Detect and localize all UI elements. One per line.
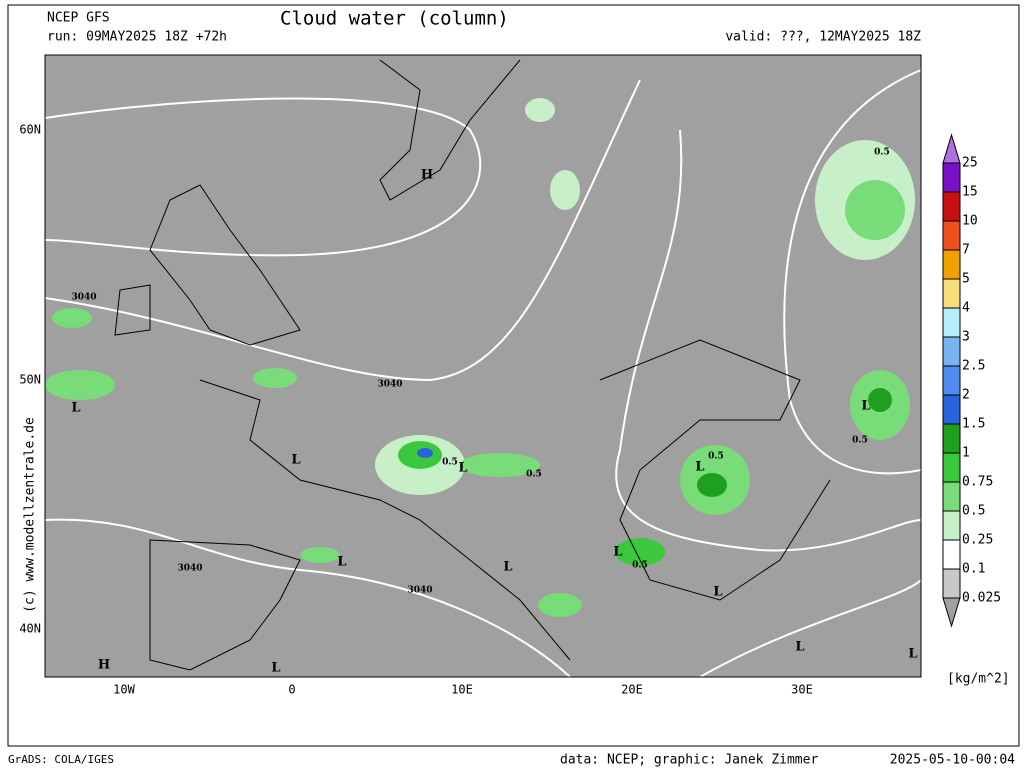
- colorbar-label: 0.25: [962, 533, 993, 548]
- lon-label: 20E: [621, 683, 643, 697]
- colorbar-band: [942, 336, 961, 367]
- pressure-center: L: [795, 640, 804, 655]
- pressure-center: L: [503, 560, 512, 575]
- pressure-center: L: [71, 401, 80, 416]
- colorbar-label: 25: [962, 156, 978, 171]
- colorbar-band: [942, 452, 961, 483]
- colorbar-band: [942, 481, 961, 512]
- colorbar-band: [942, 510, 961, 541]
- colorbar-label: 1: [962, 446, 970, 461]
- pressure-center: L: [861, 399, 870, 414]
- colorbar-band: [942, 539, 961, 570]
- contour-label: 0.5: [852, 436, 868, 446]
- contour-label: 0.5: [442, 458, 458, 468]
- pressure-center: L: [695, 460, 704, 475]
- lat-label: 60N: [19, 123, 41, 137]
- contour-label: 0.5: [526, 470, 542, 480]
- colorbar-band: [942, 249, 961, 280]
- map-area: [45, 55, 921, 677]
- colorbar-band: [942, 278, 961, 309]
- unit-label: [kg/m^2]: [947, 672, 1010, 687]
- lon-label: 30E: [791, 683, 813, 697]
- contour-label: 3040: [71, 293, 96, 303]
- footer-left: GrADS: COLA/IGES: [8, 753, 114, 766]
- colorbar-label: 1.5: [962, 417, 985, 432]
- colorbar-label: 0.5: [962, 504, 985, 519]
- colorbar-band: [942, 568, 961, 599]
- contour-label: 0.5: [632, 561, 648, 571]
- pressure-center: L: [713, 585, 722, 600]
- colorbar-band: [942, 423, 961, 454]
- valid-label: valid: ???, 12MAY2025 18Z: [725, 30, 921, 45]
- model-label: NCEP GFS: [47, 11, 110, 26]
- lat-label: 40N: [19, 622, 41, 636]
- colorbar-label: 2: [962, 388, 970, 403]
- lon-label: 10W: [113, 683, 135, 697]
- colorbar-label: 3: [962, 330, 970, 345]
- colorbar-label: 0.025: [962, 591, 1001, 606]
- lat-label: 50N: [19, 373, 41, 387]
- colorbar-triangle: [942, 597, 961, 628]
- colorbar-band: [942, 365, 961, 396]
- pressure-center: L: [271, 661, 280, 676]
- copyright-label: (c) www.modellzentrale.de: [23, 417, 38, 613]
- colorbar-label: 2.5: [962, 359, 985, 374]
- contour-label: 3040: [377, 380, 402, 390]
- cloud-blobs: [45, 98, 915, 617]
- colorbar-label: 7: [962, 243, 970, 258]
- footer-right: 2025-05-10-00:04: [890, 753, 1015, 768]
- colorbar-band: [942, 191, 961, 222]
- contour-label: 3040: [177, 564, 202, 574]
- pressure-center: L: [291, 453, 300, 468]
- colorbar-triangle: [942, 133, 961, 164]
- contour-label: 3040: [407, 586, 432, 596]
- contour-label: 0.5: [708, 452, 724, 462]
- pressure-center: L: [458, 461, 467, 476]
- colorbar-band: [942, 162, 961, 193]
- colorbar-band: [942, 220, 961, 251]
- frame: [7, 4, 1020, 747]
- pressure-center: L: [337, 555, 346, 570]
- map-border: [44, 54, 922, 678]
- colorbar-label: 15: [962, 185, 978, 200]
- contour-label: 0.5: [874, 148, 890, 158]
- coastlines: [114, 59, 831, 671]
- lon-label: 10E: [451, 683, 473, 697]
- colorbar-label: 5: [962, 272, 970, 287]
- pressure-center: H: [98, 658, 110, 673]
- title: Cloud water (column): [280, 8, 509, 30]
- colorbar-label: 0.75: [962, 475, 993, 490]
- colorbar-label: 4: [962, 301, 970, 316]
- pressure-center: H: [421, 168, 433, 183]
- colorbar-label: 10: [962, 214, 978, 229]
- contours: [44, 69, 922, 678]
- pressure-center: L: [613, 545, 622, 560]
- footer-center: data: NCEP; graphic: Janek Zimmer: [560, 753, 818, 768]
- colorbar-label: 0.1: [962, 562, 985, 577]
- lon-label: 0: [288, 683, 295, 697]
- colorbar-band: [942, 394, 961, 425]
- pressure-center: L: [908, 647, 917, 662]
- run-label: run: 09MAY2025 18Z +72h: [47, 30, 227, 45]
- colorbar-band: [942, 307, 961, 338]
